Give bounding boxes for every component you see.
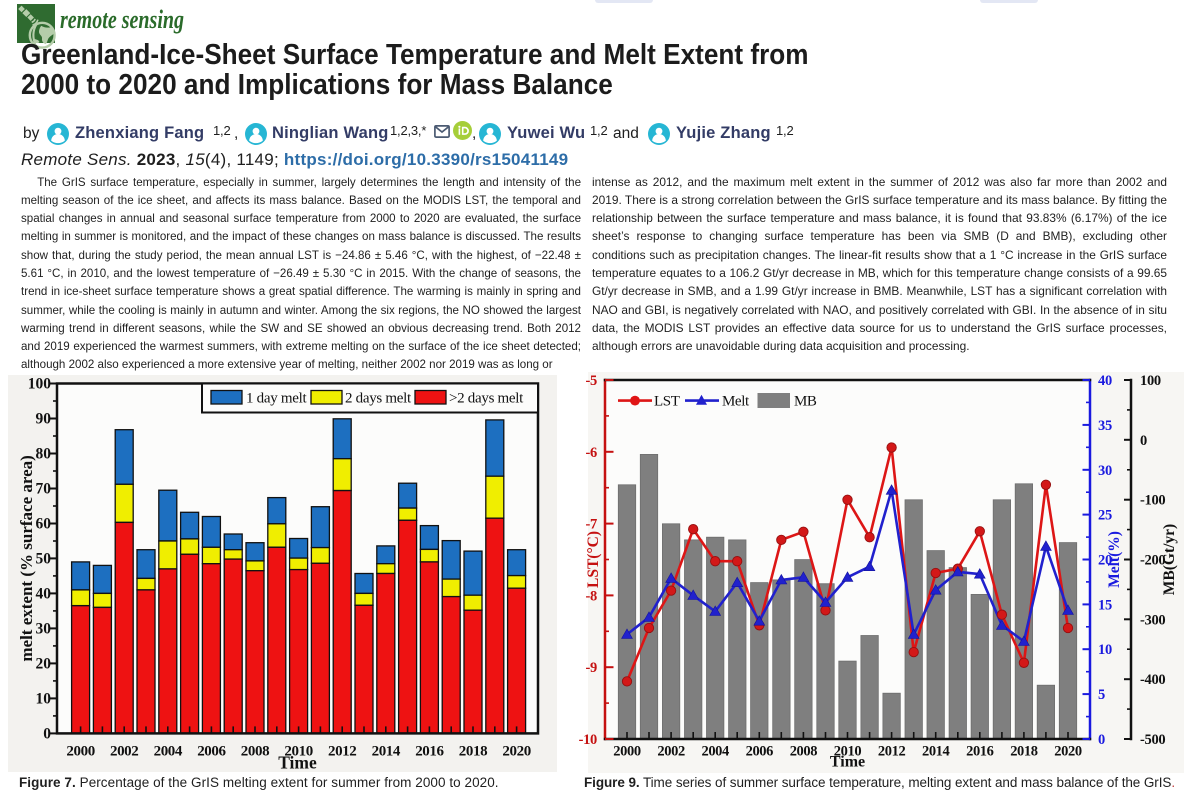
svg-text:melt extent (% surface area): melt extent (% surface area) — [17, 455, 36, 661]
svg-text:20: 20 — [1098, 553, 1112, 569]
svg-text:80: 80 — [36, 446, 52, 463]
svg-text:40: 40 — [1098, 373, 1112, 389]
svg-text:70: 70 — [36, 481, 52, 498]
svg-text:-10: -10 — [579, 732, 597, 748]
svg-text:60: 60 — [36, 516, 52, 533]
svg-text:Melt: Melt — [722, 393, 750, 409]
svg-text:10: 10 — [1098, 642, 1112, 658]
svg-text:2020: 2020 — [1054, 744, 1082, 760]
svg-text:-6: -6 — [586, 445, 598, 461]
svg-text:-5: -5 — [586, 373, 598, 389]
svg-text:-100: -100 — [1140, 493, 1165, 509]
svg-text:MB(Gt/yr): MB(Gt/yr) — [1161, 524, 1178, 595]
svg-text:2012: 2012 — [878, 744, 906, 760]
svg-text:2008: 2008 — [241, 744, 269, 760]
svg-text:2000: 2000 — [613, 744, 641, 760]
svg-text:100: 100 — [28, 376, 52, 393]
svg-text:2018: 2018 — [459, 744, 487, 760]
svg-text:2018: 2018 — [1010, 744, 1038, 760]
svg-text:2014: 2014 — [922, 744, 950, 760]
svg-text:2020: 2020 — [502, 744, 530, 760]
svg-text:1 day melt: 1 day melt — [246, 391, 307, 407]
svg-text:2002: 2002 — [110, 744, 138, 760]
svg-text:20: 20 — [36, 656, 52, 673]
svg-text:100: 100 — [1140, 373, 1161, 389]
svg-text:2006: 2006 — [197, 744, 226, 760]
svg-text:2016: 2016 — [415, 744, 444, 760]
svg-text:-9: -9 — [586, 660, 598, 676]
svg-text:-400: -400 — [1140, 672, 1165, 688]
svg-text:2 days melt: 2 days melt — [345, 391, 412, 407]
svg-text:0: 0 — [1140, 433, 1147, 449]
svg-text:25: 25 — [1098, 508, 1112, 524]
svg-text:2010: 2010 — [284, 744, 312, 760]
svg-text:40: 40 — [36, 586, 52, 603]
svg-text:MB: MB — [794, 393, 817, 409]
svg-text:2004: 2004 — [701, 744, 729, 760]
svg-text:LST(°C): LST(°C) — [585, 531, 602, 588]
svg-text:2014: 2014 — [372, 744, 401, 760]
svg-text:2002: 2002 — [657, 744, 685, 760]
svg-text:LST: LST — [654, 393, 680, 409]
svg-text:30: 30 — [1098, 463, 1112, 479]
svg-text:10: 10 — [36, 691, 52, 708]
svg-text:30: 30 — [36, 621, 52, 638]
svg-text:90: 90 — [36, 411, 52, 428]
svg-text:0: 0 — [43, 726, 51, 743]
svg-text:0: 0 — [1098, 732, 1105, 748]
svg-text:2010: 2010 — [834, 744, 862, 760]
svg-text:2006: 2006 — [746, 744, 774, 760]
svg-text:35: 35 — [1098, 418, 1112, 434]
svg-text:2008: 2008 — [790, 744, 818, 760]
svg-text:Time: Time — [830, 754, 865, 771]
svg-text:-200: -200 — [1140, 553, 1165, 569]
svg-text:Time: Time — [278, 752, 317, 772]
svg-text:Melt(%): Melt(%) — [1106, 531, 1123, 588]
svg-text:-300: -300 — [1140, 612, 1165, 628]
svg-text:5: 5 — [1098, 687, 1105, 703]
svg-text:50: 50 — [36, 551, 52, 568]
svg-text:2004: 2004 — [154, 744, 183, 760]
svg-text:2000: 2000 — [66, 744, 94, 760]
svg-text:2012: 2012 — [328, 744, 356, 760]
svg-text:>2 days melt: >2 days melt — [449, 391, 524, 407]
svg-text:-8: -8 — [586, 588, 598, 604]
svg-text:15: 15 — [1098, 597, 1112, 613]
svg-text:-500: -500 — [1140, 732, 1165, 748]
svg-text:2016: 2016 — [966, 744, 994, 760]
svg-text:-7: -7 — [586, 517, 598, 533]
